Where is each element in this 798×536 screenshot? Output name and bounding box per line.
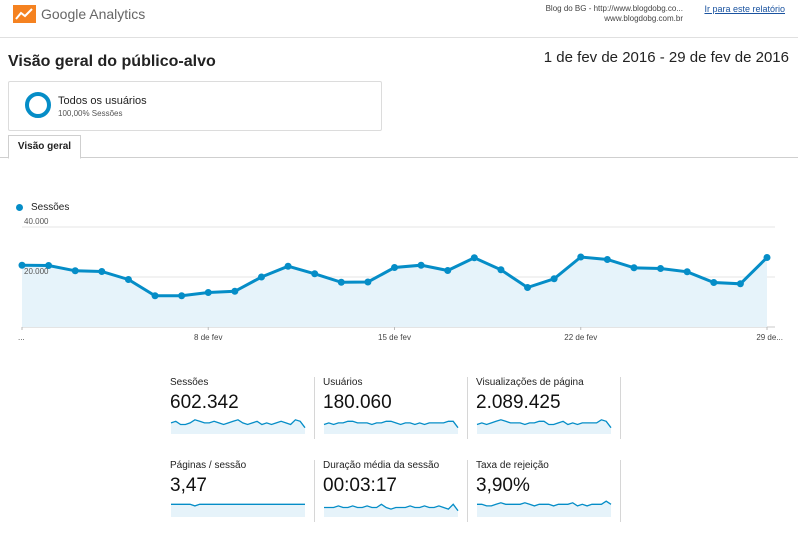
metric-value: 180.060 — [323, 392, 392, 413]
metric-bounce-rate[interactable]: Taxa de rejeição 3,90% — [476, 460, 616, 520]
x-tick-label: ... — [18, 333, 25, 342]
metric-label: Duração média da sessão — [323, 460, 440, 471]
metric-value: 602.342 — [170, 392, 239, 413]
sparkline — [324, 503, 459, 517]
sparkline-line — [171, 503, 305, 507]
metric-avg-session-duration[interactable]: Duração média da sessão 00:03:17 — [323, 460, 463, 520]
sparkline — [323, 420, 459, 434]
data-point[interactable] — [763, 254, 771, 261]
data-point[interactable] — [284, 262, 292, 270]
data-point[interactable] — [337, 278, 345, 286]
tab-overview[interactable]: Visão geral — [8, 135, 81, 159]
sparkline — [477, 500, 612, 517]
sparkline — [170, 419, 306, 434]
top-header: Google Analytics Blog do BG - http://www… — [0, 0, 798, 38]
metric-users[interactable]: Usuários 180.060 — [323, 377, 463, 437]
page-title: Visão geral do público-alvo — [8, 53, 216, 70]
x-tick-label: 8 de fev — [194, 333, 222, 342]
data-point[interactable] — [98, 268, 106, 275]
segment-card[interactable]: Todos os usuários 100,00% Sessões — [8, 81, 382, 131]
go-to-report-link[interactable]: Ir para este relatório — [704, 4, 785, 14]
app-name: Google Analytics — [41, 6, 146, 22]
metric-label: Visualizações de página — [476, 377, 584, 388]
data-point[interactable] — [364, 278, 372, 286]
sparkline-line — [476, 419, 612, 429]
metric-pages-per-session[interactable]: Páginas / sessão 3,47 — [170, 460, 310, 520]
data-point[interactable] — [124, 276, 132, 283]
sparkline-area — [171, 504, 305, 517]
metric-label: Páginas / sessão — [170, 460, 247, 471]
metric-value: 3,90% — [476, 475, 530, 496]
data-point[interactable] — [257, 273, 265, 281]
data-point[interactable] — [630, 264, 638, 272]
data-point[interactable] — [444, 267, 452, 274]
metric-divider — [314, 460, 315, 522]
metric-divider — [467, 460, 468, 522]
data-point[interactable] — [391, 264, 398, 271]
data-point[interactable] — [524, 284, 532, 291]
sparkline-line — [324, 503, 459, 512]
segment-percent: 100,00% Sessões — [58, 109, 123, 118]
data-point[interactable] — [178, 292, 186, 300]
metric-label: Sessões — [170, 377, 209, 388]
metric-divider — [620, 377, 621, 439]
x-tick-label: 29 de... — [756, 333, 783, 342]
metric-label: Usuários — [323, 377, 363, 388]
sparkline — [171, 503, 305, 517]
metric-value: 2.089.425 — [476, 392, 561, 413]
legend-dot-icon — [16, 204, 23, 211]
segment-ring-icon — [25, 92, 51, 118]
sessions-chart: 40.000 20.000... 8 de fev 15 de fev 22 de fe… — [18, 217, 783, 342]
account-domain: www.blogdobg.com.br — [604, 14, 683, 23]
sparkline-area — [477, 501, 611, 517]
metric-label: Taxa de rejeição — [476, 460, 549, 471]
tab-bar: Visão geral — [0, 135, 798, 159]
sparkline — [476, 419, 612, 434]
data-point[interactable] — [497, 266, 505, 274]
x-tick-label: 22 de fev — [564, 333, 597, 342]
segment-name: Todos os usuários — [58, 95, 147, 107]
metric-value: 3,47 — [170, 475, 207, 496]
x-tick-label: 15 de fev — [378, 333, 411, 342]
data-point[interactable] — [417, 261, 425, 269]
metric-pageviews[interactable]: Visualizações de página 2.089.425 — [476, 377, 616, 437]
data-point[interactable] — [204, 289, 212, 296]
data-point[interactable] — [736, 280, 744, 288]
data-point[interactable] — [71, 267, 79, 275]
metric-divider — [467, 377, 468, 439]
data-point[interactable] — [231, 287, 239, 295]
sparkline-line — [323, 420, 459, 429]
sparkline-area — [324, 421, 458, 434]
sparkline-line — [477, 500, 612, 507]
data-point[interactable] — [657, 265, 665, 272]
metric-value: 00:03:17 — [323, 475, 397, 496]
data-point[interactable] — [683, 268, 691, 276]
data-point[interactable] — [151, 292, 159, 300]
data-point[interactable] — [18, 261, 26, 269]
data-point[interactable] — [710, 279, 718, 286]
chart-area — [22, 257, 767, 327]
data-point[interactable] — [603, 256, 611, 263]
data-point[interactable] — [577, 253, 585, 261]
sparkline-line — [170, 419, 306, 429]
date-range[interactable]: 1 de fev de 2016 - 29 de fev de 2016 — [543, 49, 789, 66]
legend-label: Sessões — [31, 202, 70, 213]
data-point[interactable] — [311, 270, 319, 278]
metric-sessions[interactable]: Sessões 602.342 — [170, 377, 310, 437]
account-name: Blog do BG - http://www.blogdobg.co... — [545, 4, 683, 13]
data-point[interactable] — [470, 254, 478, 262]
metric-divider — [314, 377, 315, 439]
metric-divider — [620, 460, 621, 522]
data-point[interactable] — [550, 275, 558, 283]
y-tick-label: 40.000 — [24, 217, 49, 226]
y-tick-label: 20.000 — [24, 267, 49, 276]
google-analytics-logo-icon — [13, 5, 36, 23]
sparkline-area — [324, 504, 458, 517]
data-point[interactable] — [45, 262, 53, 269]
